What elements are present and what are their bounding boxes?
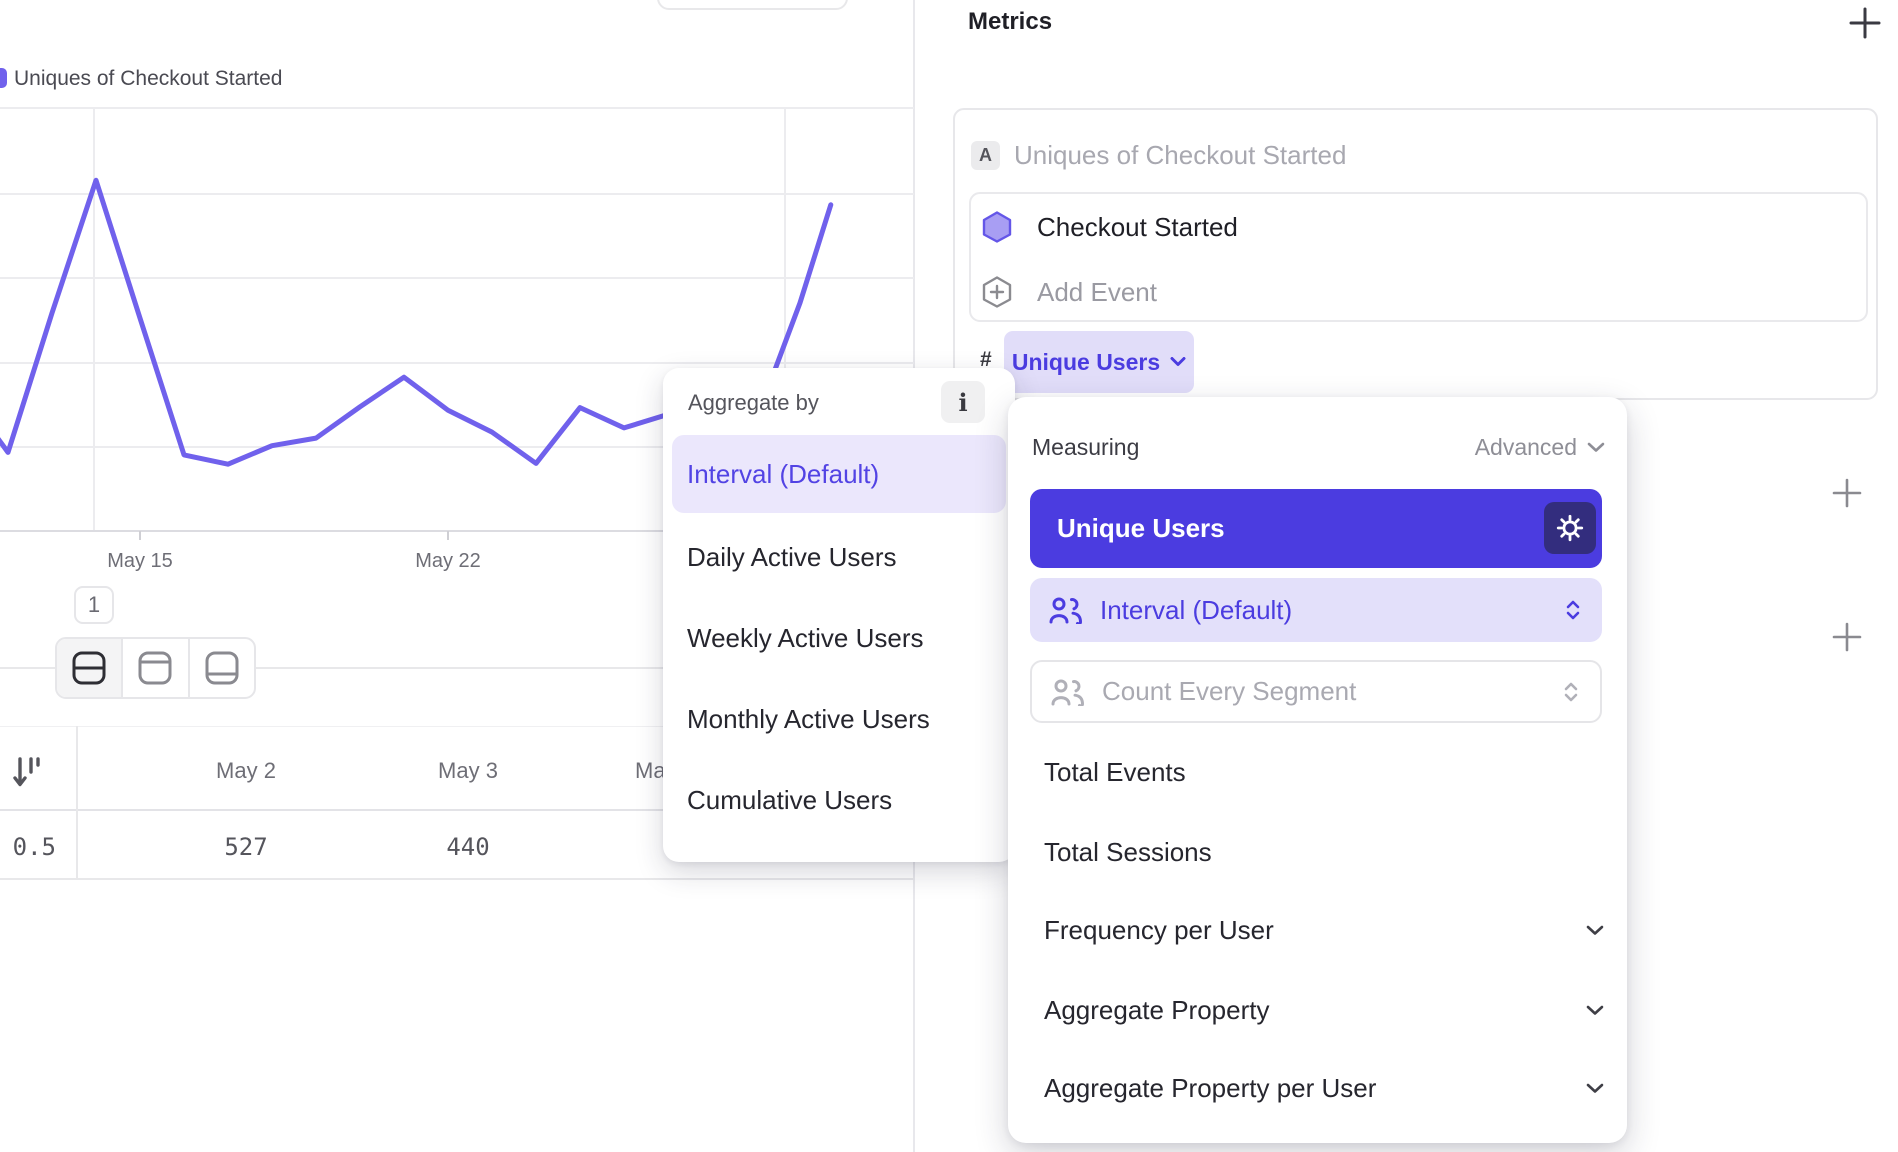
users-icon xyxy=(1051,679,1085,706)
measuring-title: Measuring xyxy=(1032,434,1140,460)
menu-item-label: Weekly Active Users xyxy=(687,622,924,653)
event-row[interactable]: Checkout Started xyxy=(981,211,1238,243)
menu-item-label: Monthly Active Users xyxy=(687,703,930,734)
count-symbol: # xyxy=(980,348,992,371)
add-section-icon[interactable] xyxy=(1832,622,1862,652)
interval-option-label: Interval (Default) xyxy=(1100,594,1293,625)
menu-item-weekly-active-users[interactable]: Weekly Active Users xyxy=(687,618,923,658)
split-horizontal-icon xyxy=(72,651,106,685)
x-axis-ticks xyxy=(139,531,449,540)
add-event-row[interactable]: Add Event xyxy=(981,276,1157,308)
aggregate-by-title: Aggregate by xyxy=(688,390,819,415)
table-top-border xyxy=(0,726,914,727)
chevron-down-icon xyxy=(1586,1083,1604,1093)
table-cell-value[interactable]: 440 xyxy=(446,833,490,861)
table-row-border xyxy=(0,878,914,880)
chevron-down-icon xyxy=(1586,925,1604,935)
chevron-down-icon xyxy=(1586,1005,1604,1015)
table-column-divider xyxy=(76,726,78,880)
menu-item-monthly-active-users[interactable]: Monthly Active Users xyxy=(687,699,930,739)
segment-option-label: Count Every Segment xyxy=(1102,676,1357,706)
sort-icon[interactable] xyxy=(12,755,44,791)
gear-icon xyxy=(1556,514,1584,542)
layout-footer-bottom-button[interactable] xyxy=(187,639,254,697)
add-metric-icon[interactable] xyxy=(1848,6,1882,40)
chart-table-divider[interactable] xyxy=(0,667,914,669)
menu-item-aggregate-property[interactable]: Aggregate Property xyxy=(1044,990,1604,1030)
x-tick-label: May 22 xyxy=(415,550,481,572)
menu-item-unique-users-selected[interactable]: Unique Users xyxy=(1030,489,1602,568)
layout-split-horizontal-button[interactable] xyxy=(57,639,122,697)
table-row-label-fragment: 0.5 xyxy=(12,833,56,861)
menu-item-aggregate-property-per-user[interactable]: Aggregate Property per User xyxy=(1044,1068,1604,1108)
interval-selector-row[interactable]: Interval (Default) xyxy=(1030,578,1602,642)
metric-title[interactable]: Uniques of Checkout Started xyxy=(1014,140,1347,170)
menu-item-label: Aggregate Property per User xyxy=(1044,1072,1377,1103)
menu-item-daily-active-users[interactable]: Daily Active Users xyxy=(687,537,897,577)
table-cell-value[interactable]: 527 xyxy=(224,833,268,861)
table-header-border xyxy=(0,809,914,811)
series-page-number: 1 xyxy=(87,592,101,617)
event-box: Checkout Started Add Event xyxy=(969,192,1868,322)
legend-swatch xyxy=(0,68,7,88)
advanced-label: Advanced xyxy=(1474,434,1577,460)
table-header-cell[interactable]: May 3 xyxy=(438,758,498,783)
metric-letter-badge: A xyxy=(971,141,1000,170)
menu-item-label: Frequency per User xyxy=(1044,914,1274,945)
add-event-label: Add Event xyxy=(1037,276,1157,307)
menu-item-interval-default[interactable]: Interval (Default) xyxy=(672,435,1006,513)
menu-item-label: Daily Active Users xyxy=(687,541,897,572)
info-glyph: i xyxy=(958,387,968,417)
menu-item-cumulative-users[interactable]: Cumulative Users xyxy=(687,780,892,820)
series-page-button[interactable]: 1 xyxy=(74,586,114,624)
segment-count-row[interactable]: Count Every Segment xyxy=(1030,660,1602,723)
event-name: Checkout Started xyxy=(1037,211,1238,242)
measurement-settings-button[interactable] xyxy=(1544,502,1596,554)
menu-item-label: Cumulative Users xyxy=(687,784,893,815)
advanced-mode-dropdown[interactable]: Advanced xyxy=(1475,434,1605,461)
aggregate-by-popover: Aggregate by i Interval (Default) Daily … xyxy=(663,368,1015,862)
panel-bottom-icon xyxy=(205,651,239,685)
legend-label: Uniques of Checkout Started xyxy=(14,67,283,90)
x-tick-label: May 15 xyxy=(107,550,173,572)
measurement-dropdown-chip[interactable]: Unique Users xyxy=(1004,331,1194,393)
users-icon xyxy=(1049,597,1083,624)
up-down-stepper-icon xyxy=(1564,682,1578,701)
menu-item-total-events[interactable]: Total Events xyxy=(1044,752,1604,792)
add-event-hexagon-icon xyxy=(982,276,1012,308)
chart-legend[interactable]: Uniques of Checkout Started xyxy=(14,66,283,92)
metrics-section-title: Metrics xyxy=(968,8,1053,35)
measuring-popover: Measuring Advanced Unique Users xyxy=(1008,397,1627,1143)
up-down-stepper-icon xyxy=(1566,600,1580,620)
panel-top-icon xyxy=(138,651,172,685)
layout-toggle-group xyxy=(55,637,256,699)
add-section-icon[interactable] xyxy=(1832,478,1862,508)
metric-card[interactable]: A Uniques of Checkout Started Checkout S… xyxy=(953,108,1878,400)
menu-item-frequency-per-user[interactable]: Frequency per User xyxy=(1044,910,1604,950)
event-hexagon-icon xyxy=(982,211,1012,243)
info-icon[interactable]: i xyxy=(941,381,985,423)
selected-measurement-label: Unique Users xyxy=(1057,513,1225,543)
menu-item-label: Total Sessions xyxy=(1044,836,1212,867)
metric-letter: A xyxy=(979,145,992,165)
menu-item-label: Interval (Default) xyxy=(687,458,880,489)
menu-item-total-sessions[interactable]: Total Sessions xyxy=(1044,832,1604,872)
layout-header-top-button[interactable] xyxy=(121,639,187,697)
measurement-chip-label: Unique Users xyxy=(1011,348,1161,375)
chevron-down-icon xyxy=(1170,357,1186,366)
menu-item-label: Aggregate Property xyxy=(1044,994,1270,1025)
menu-item-label: Total Events xyxy=(1044,756,1186,787)
chevron-down-icon xyxy=(1587,442,1605,452)
toolbar-button-partial[interactable] xyxy=(657,0,848,10)
table-header-cell[interactable]: May 2 xyxy=(216,758,276,783)
